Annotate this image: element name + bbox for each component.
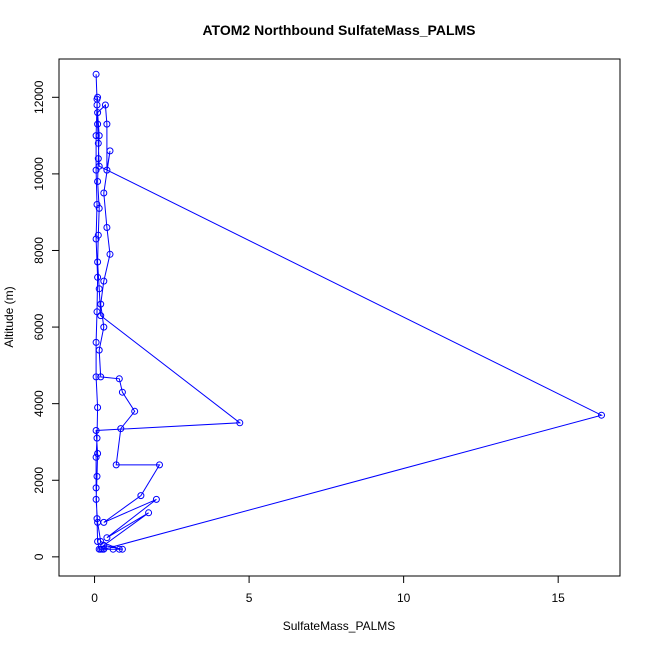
data-point [145, 509, 153, 517]
y-tick-label: 2000 [32, 467, 46, 494]
data-point [93, 201, 101, 208]
data-point [100, 277, 108, 285]
data-point [95, 204, 103, 212]
data-point [100, 323, 108, 331]
data-point [94, 120, 102, 128]
data-point [95, 285, 103, 293]
data-point [112, 461, 120, 469]
y-tick-label: 0 [32, 553, 46, 560]
data-point [94, 258, 102, 266]
x-tick-label: 10 [397, 591, 411, 605]
data-point [92, 166, 100, 174]
data-point [106, 147, 114, 155]
data-point [103, 120, 111, 128]
data-point [115, 375, 123, 383]
data-point [93, 101, 101, 109]
data-point [97, 312, 105, 320]
data-point [137, 492, 145, 500]
data-point [92, 427, 100, 434]
data-point [95, 545, 103, 553]
data-point [94, 109, 102, 117]
data-point [92, 132, 100, 140]
data-point [131, 407, 139, 415]
data-point [94, 450, 102, 457]
data-point [101, 101, 109, 109]
data-point [93, 308, 101, 316]
data-point [93, 515, 101, 523]
data-point [92, 338, 100, 346]
x-tick-label: 5 [246, 591, 253, 605]
data-point [92, 484, 100, 492]
data-point [97, 373, 105, 381]
data-point [598, 411, 605, 419]
data-point [94, 231, 102, 239]
data-point [93, 472, 101, 480]
data-point [92, 495, 100, 503]
data-point [103, 534, 111, 542]
data-point [94, 178, 102, 185]
y-axis: 0 2000 4000 6000 8000 10000 12000 [32, 80, 60, 560]
data-point [93, 434, 101, 442]
data-point [100, 518, 108, 526]
x-tick-label: 0 [91, 591, 98, 605]
data-point [94, 538, 102, 545]
data-point [94, 273, 102, 281]
x-axis: 0 5 10 15 [91, 575, 566, 605]
x-axis-label: SulfateMass_PALMS [283, 619, 396, 633]
data-point [92, 453, 100, 461]
data-point [94, 139, 102, 147]
data-point [236, 419, 244, 427]
data-point [103, 224, 111, 231]
data-point [94, 93, 102, 101]
y-tick-label: 12000 [32, 80, 46, 114]
data-point [118, 388, 126, 396]
plot-area [58, 58, 621, 577]
series-layer [92, 70, 605, 553]
data-point [103, 166, 111, 174]
x-tick-label: 15 [552, 591, 566, 605]
data-point [100, 189, 108, 197]
data-point [109, 545, 117, 553]
data-point [117, 425, 125, 433]
y-tick-label: 8000 [32, 237, 46, 264]
y-tick-label: 6000 [32, 313, 46, 340]
data-point [106, 250, 114, 258]
series-line [95, 74, 603, 550]
data-point [118, 545, 126, 553]
data-point [152, 495, 160, 503]
data-point [97, 300, 105, 308]
data-point [95, 346, 103, 354]
chart-title: ATOM2 Northbound SulfateMass_PALMS [202, 22, 475, 38]
data-point [92, 70, 100, 78]
y-tick-label: 4000 [32, 390, 46, 417]
y-axis-label: Altitude (m) [2, 286, 16, 347]
data-point [156, 461, 163, 469]
data-point [94, 404, 102, 411]
y-tick-label: 10000 [32, 157, 46, 191]
data-point [92, 235, 100, 243]
data-point [95, 132, 103, 140]
data-point [92, 373, 100, 381]
data-point [94, 155, 102, 163]
